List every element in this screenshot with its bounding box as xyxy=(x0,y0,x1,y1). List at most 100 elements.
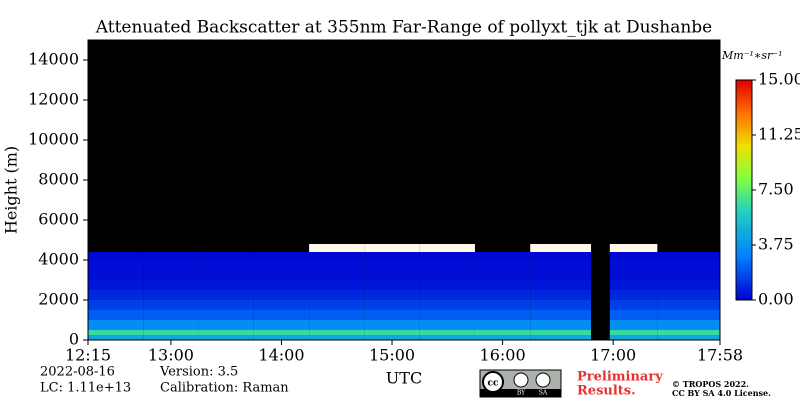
cell xyxy=(309,335,365,340)
lc: LC: 1.11e+13 xyxy=(40,381,131,396)
cell xyxy=(253,252,310,260)
cell xyxy=(309,252,365,260)
cell xyxy=(364,280,420,290)
cell xyxy=(474,335,531,340)
cell xyxy=(609,260,658,280)
cell xyxy=(143,310,199,320)
colorbar-tick-label: 11.25 xyxy=(758,125,800,144)
cell xyxy=(198,252,254,260)
cell xyxy=(419,300,475,310)
cell xyxy=(364,260,420,280)
cell xyxy=(474,310,531,320)
svg-text:cc: cc xyxy=(488,379,499,389)
cell xyxy=(364,244,420,252)
calibration: Calibration: Raman xyxy=(160,381,289,396)
cell xyxy=(253,260,310,280)
cell xyxy=(143,335,199,340)
cell xyxy=(143,280,199,290)
cell xyxy=(143,260,199,280)
cell xyxy=(198,300,254,310)
cell xyxy=(364,300,420,310)
cell xyxy=(474,252,531,260)
cell xyxy=(88,335,144,340)
cell xyxy=(530,280,592,290)
cell xyxy=(309,300,365,310)
cell xyxy=(198,290,254,300)
cell xyxy=(657,252,720,260)
cell xyxy=(609,290,658,300)
cell xyxy=(657,290,720,300)
cell xyxy=(419,320,475,330)
cell xyxy=(530,252,592,260)
cc-badge: cc BY SA xyxy=(479,369,562,398)
cell xyxy=(657,335,720,340)
cell xyxy=(609,330,658,335)
cell xyxy=(88,310,144,320)
cell xyxy=(309,260,365,280)
chart-title: Attenuated Backscatter at 355nm Far-Rang… xyxy=(95,18,712,38)
cell xyxy=(609,320,658,330)
cell xyxy=(198,320,254,330)
cell xyxy=(143,300,199,310)
x-tick-label: 12:15 xyxy=(65,346,111,365)
cell xyxy=(657,310,720,320)
cell xyxy=(88,290,144,300)
cell xyxy=(609,335,658,340)
version: Version: 3.5 xyxy=(159,365,238,380)
y-tick-label: 8000 xyxy=(38,170,79,189)
cell xyxy=(143,252,199,260)
cell xyxy=(530,310,592,320)
cell xyxy=(530,260,592,280)
y-tick-label: 0 xyxy=(69,330,79,349)
cell xyxy=(474,290,531,300)
badge-by: BY xyxy=(517,390,526,397)
cell xyxy=(253,290,310,300)
y-tick-label: 2000 xyxy=(38,290,79,309)
cell xyxy=(609,280,658,290)
cell xyxy=(88,252,144,260)
cell xyxy=(657,280,720,290)
colorbar-tick-label: 15.00 xyxy=(758,70,800,89)
cell xyxy=(474,320,531,330)
cell xyxy=(419,260,475,280)
y-tick-label: 6000 xyxy=(38,210,79,229)
cell xyxy=(530,244,592,252)
cell xyxy=(364,320,420,330)
cell xyxy=(609,252,658,260)
cell xyxy=(364,290,420,300)
x-tick-label: 17:00 xyxy=(590,346,636,365)
cell xyxy=(419,252,475,260)
cell xyxy=(88,300,144,310)
cell xyxy=(474,300,531,310)
cell xyxy=(88,330,144,335)
cell xyxy=(253,335,310,340)
cell xyxy=(364,252,420,260)
cell xyxy=(253,320,310,330)
cell xyxy=(419,310,475,320)
cell xyxy=(253,330,310,335)
cell xyxy=(88,280,144,290)
x-tick-label: 13:00 xyxy=(148,346,194,365)
cell xyxy=(88,260,144,280)
y-tick-label: 12000 xyxy=(28,90,79,109)
cell xyxy=(198,330,254,335)
y-tick-label: 4000 xyxy=(38,250,79,269)
cell xyxy=(309,244,365,252)
cell xyxy=(364,335,420,340)
cell xyxy=(609,244,658,252)
cell xyxy=(530,330,592,335)
tropos: © TROPOS 2022. xyxy=(672,379,749,389)
preliminary: Preliminary xyxy=(577,370,663,385)
plot-frame xyxy=(87,39,721,341)
cell xyxy=(198,280,254,290)
cell xyxy=(364,310,420,320)
colorbar-tick-label: 7.50 xyxy=(758,180,794,199)
cell xyxy=(143,330,199,335)
cell xyxy=(198,310,254,320)
cell xyxy=(419,290,475,300)
cell xyxy=(530,335,592,340)
cell xyxy=(474,330,531,335)
cell xyxy=(198,335,254,340)
colorbar-tick-label: 3.75 xyxy=(758,235,794,254)
